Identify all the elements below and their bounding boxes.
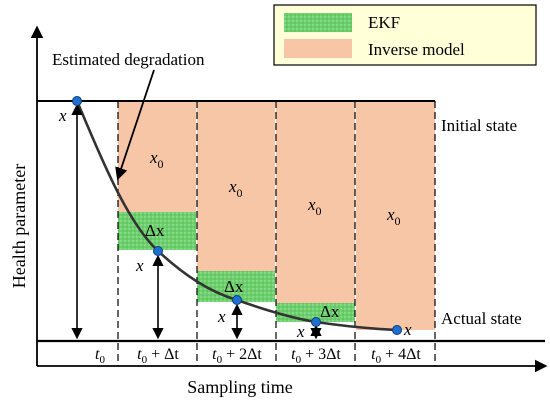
degradation-curve (75, 100, 398, 332)
x0-label-1: x0 (149, 148, 164, 171)
point-step1 (153, 246, 163, 256)
x-axis-label: Sampling time (187, 377, 293, 397)
tick-t0-plus-2dt: t0 + 2Δt (212, 346, 262, 366)
inverse-model-regions (118, 101, 435, 330)
delta-x-label-1: Δx (145, 221, 165, 240)
time-dividers (117, 101, 436, 366)
tick-t0: t0 (95, 346, 105, 366)
curve-points (72, 96, 402, 335)
x-labels: x x x x x (58, 106, 412, 341)
x-label-initial: x (58, 106, 67, 125)
x-label-step4: x (403, 320, 412, 339)
tick-t0-plus-4dt: t0 + 4Δt (371, 346, 421, 366)
initial-state-label: Initial state (441, 116, 517, 135)
x-label-step3: x (296, 322, 305, 341)
legend-swatch-ekf (284, 13, 352, 32)
tick-t0-plus-dt: t0 + Δt (137, 346, 179, 366)
point-step3 (311, 317, 321, 327)
delta-x-labels: Δx Δx Δx (145, 221, 340, 321)
x0-label-4: x0 (386, 205, 401, 228)
y-axis-label: Health parameter (9, 164, 29, 288)
x-label-step1: x (135, 256, 144, 275)
point-step4 (392, 325, 402, 335)
x0-label-3: x0 (307, 195, 322, 218)
estimated-pointer-arrow (115, 69, 155, 181)
inverse-region-4 (356, 101, 435, 330)
actual-state-label: Actual state (441, 309, 522, 328)
x-label-step2: x (217, 307, 226, 326)
x0-label-2: x0 (228, 177, 243, 200)
axes (30, 25, 548, 373)
inverse-region-3 (276, 101, 355, 303)
delta-x-label-3: Δx (320, 302, 340, 321)
inverse-region-1 (118, 101, 196, 212)
legend: EKF Inverse model (273, 4, 537, 66)
time-ticks: t0 t0 + Δt t0 + 2Δt t0 + 3Δt t0 + 4Δt (95, 346, 421, 366)
measurement-arrows (71, 103, 322, 340)
tick-t0-plus-3dt: t0 + 3Δt (291, 346, 341, 366)
x0-labels: x0 x0 x0 x0 (149, 148, 401, 228)
legend-label-inverse: Inverse model (368, 40, 465, 59)
legend-swatch-inverse (284, 39, 352, 58)
point-step2 (232, 295, 242, 305)
point-initial (72, 96, 82, 106)
delta-x-label-2: Δx (224, 277, 244, 296)
ekf-regions (118, 212, 355, 322)
inverse-region-2 (197, 101, 275, 271)
legend-label-ekf: EKF (368, 13, 400, 32)
estimated-degradation-label: Estimated degradation (52, 50, 205, 69)
